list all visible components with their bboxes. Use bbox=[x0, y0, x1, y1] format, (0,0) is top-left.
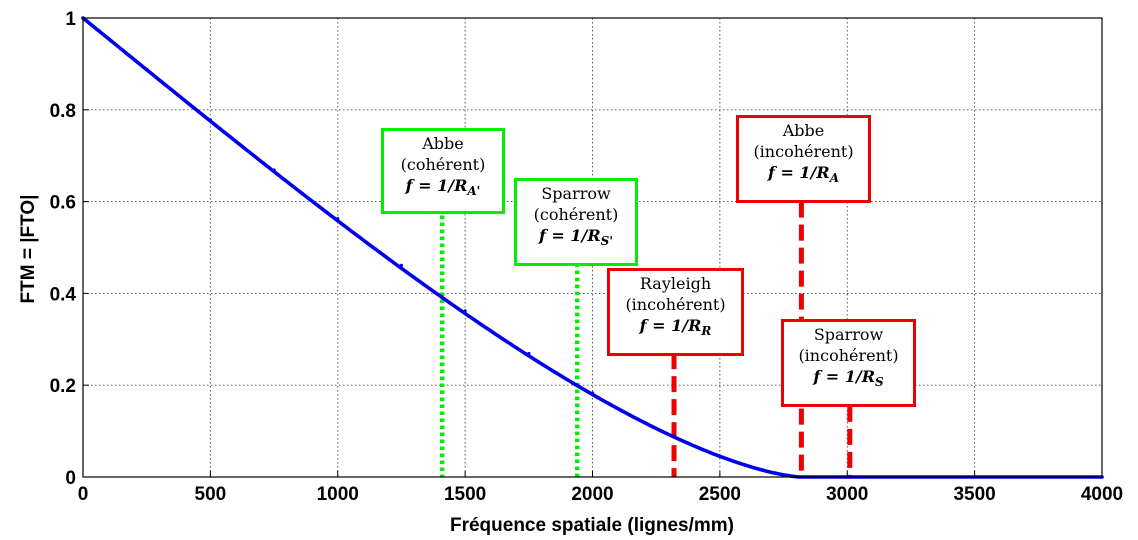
sparrow-incoherent-box: Sparrow (incohérent) f = 1/RS bbox=[781, 319, 916, 407]
x-axis-ticks: 0 500 1000 1500 2000 2500 3000 3500 4000 bbox=[78, 471, 1123, 505]
y-axis-ticks: 0 0.2 0.4 0.6 0.8 1 bbox=[50, 9, 89, 489]
formula-subscript: A' bbox=[467, 184, 481, 199]
annotation-text: Abbe bbox=[422, 134, 464, 153]
formula-text: f = 1/R bbox=[639, 316, 702, 335]
data-point bbox=[272, 168, 276, 172]
formula-text: f = 1/R bbox=[767, 163, 830, 182]
data-point bbox=[654, 426, 658, 430]
y-tick-label: 0.6 bbox=[50, 193, 76, 214]
annotation-text: (cohérent) bbox=[400, 155, 486, 174]
annotation-formula: f = 1/RA bbox=[743, 162, 864, 189]
sparrow-coherent-box: Sparrow (cohérent) f = 1/RS' bbox=[514, 178, 638, 266]
annotation-lines bbox=[439, 201, 853, 477]
x-tick-label: 3000 bbox=[826, 484, 868, 505]
abbe-incoherent-box: Abbe (incohérent) f = 1/RA bbox=[736, 115, 871, 203]
formula-subscript: A bbox=[829, 171, 839, 186]
x-tick-label: 4000 bbox=[1081, 484, 1123, 505]
x-tick-label: 2000 bbox=[571, 484, 613, 505]
formula-subscript: S bbox=[875, 375, 884, 390]
y-tick-label: 0.4 bbox=[50, 284, 77, 305]
y-tick-label: 0.2 bbox=[50, 376, 76, 397]
data-point bbox=[336, 216, 340, 221]
data-point bbox=[590, 391, 595, 395]
formula-text: f = 1/R bbox=[538, 226, 601, 245]
annotation-text: Abbe bbox=[782, 121, 825, 140]
annotation-formula: f = 1/RA' bbox=[388, 175, 498, 202]
x-tick-label: 1000 bbox=[317, 484, 359, 505]
annotation-text: (incohérent) bbox=[625, 295, 726, 314]
x-tick-label: 1500 bbox=[444, 484, 486, 505]
y-axis-label: FTM = |FTO| bbox=[18, 195, 39, 304]
x-tick-label: 0 bbox=[78, 484, 89, 505]
annotation-formula: f = 1/RR bbox=[614, 315, 737, 342]
x-tick-label: 500 bbox=[195, 484, 227, 505]
y-tick-label: 1 bbox=[65, 9, 76, 30]
y-tick-label: 0 bbox=[65, 468, 76, 489]
x-tick-label: 2500 bbox=[699, 484, 741, 505]
formula-subscript: R bbox=[701, 324, 712, 339]
formula-text: f = 1/R bbox=[405, 176, 468, 195]
x-axis-label: Fréquence spatiale (lignes/mm) bbox=[450, 515, 734, 536]
annotation-text: (cohérent) bbox=[533, 205, 619, 224]
data-point bbox=[781, 473, 786, 477]
annotation-formula: f = 1/RS bbox=[788, 366, 909, 393]
data-point bbox=[399, 263, 404, 268]
data-point bbox=[463, 309, 467, 313]
annotation-text: (incohérent) bbox=[753, 142, 854, 161]
annotation-text: Sparrow bbox=[813, 325, 884, 344]
annotation-text: Sparrow bbox=[541, 184, 611, 203]
formula-subscript: S' bbox=[600, 234, 614, 249]
data-point bbox=[527, 351, 531, 356]
annotation-text: (incohérent) bbox=[798, 346, 899, 365]
x-tick-label: 3500 bbox=[953, 484, 995, 505]
data-point bbox=[718, 455, 722, 459]
data-point bbox=[208, 118, 212, 122]
rayleigh-incoherent-box: Rayleigh (incohérent) f = 1/RR bbox=[607, 268, 744, 356]
annotation-formula: f = 1/RS' bbox=[521, 225, 631, 252]
data-point bbox=[145, 67, 149, 72]
annotation-text: Rayleigh bbox=[639, 274, 712, 293]
formula-text: f = 1/R bbox=[813, 367, 876, 386]
abbe-coherent-box: Abbe (cohérent) f = 1/RA' bbox=[381, 128, 505, 214]
y-tick-label: 0.8 bbox=[50, 101, 76, 122]
